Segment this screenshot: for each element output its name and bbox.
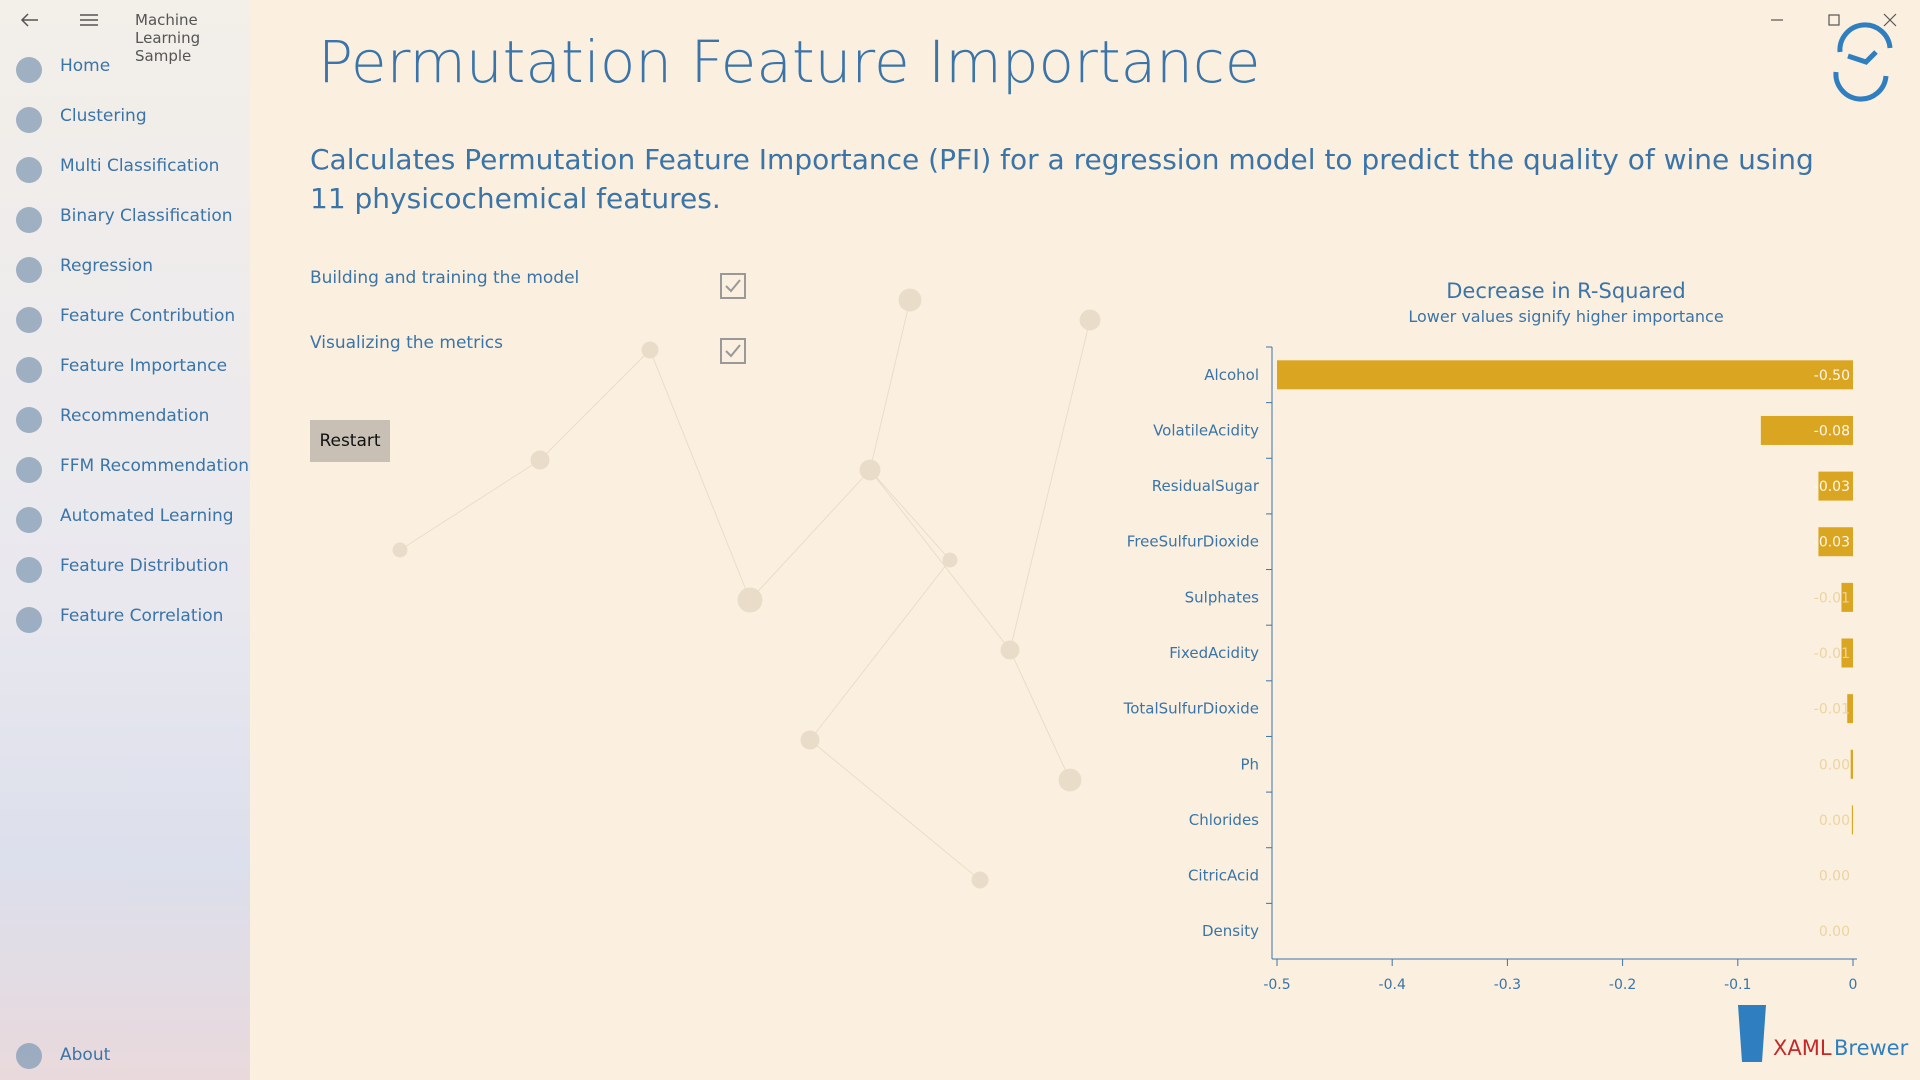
description: Calculates Permutation Feature Importanc… <box>310 143 1814 215</box>
bar <box>1851 805 1853 835</box>
x-tick-label: -0.5 <box>1263 977 1290 993</box>
bar <box>1277 360 1853 390</box>
value-label: 0.00 <box>1819 924 1850 940</box>
nav-item[interactable]: Clustering <box>60 106 147 126</box>
bar <box>1841 582 1853 612</box>
sidebar: Machine Learning Sample Home Clustering Mu… <box>0 0 250 1080</box>
value-label: -0.50 <box>1814 368 1850 384</box>
checkbox <box>720 338 746 364</box>
app-title: Machine Learning Sample <box>135 11 201 65</box>
nav-item[interactable]: Automated Learning <box>60 506 234 526</box>
value-label: -0.08 <box>1814 423 1850 439</box>
step-label: Building and training the model <box>310 268 580 288</box>
nav-item[interactable]: Feature Contribution <box>60 306 236 326</box>
value-label: 0.00 <box>1819 813 1850 829</box>
nav-item[interactable]: Feature Correlation <box>60 606 224 626</box>
y-tick-label: FreeSulfurDioxide <box>1127 533 1259 551</box>
logo-brand: XAML <box>1773 1036 1832 1060</box>
nav-item[interactable]: Binary Classification <box>60 206 233 226</box>
nav-icon <box>16 257 42 283</box>
nav-item[interactable]: Regression <box>60 256 153 276</box>
x-tick-label: 0 <box>1849 977 1858 993</box>
nav-about[interactable]: About <box>60 1045 111 1065</box>
nav-item[interactable]: FFM Recommendation <box>60 456 250 476</box>
value-label: -0.01 <box>1814 702 1850 718</box>
nav-icon <box>16 507 42 533</box>
y-tick-label: FixedAcidity <box>1169 644 1259 662</box>
y-tick-label: Alcohol <box>1204 366 1259 384</box>
y-tick-label: Density <box>1202 922 1259 940</box>
nav-item[interactable]: Feature Importance <box>60 356 228 376</box>
nav-icon <box>16 107 42 133</box>
bar <box>1847 694 1853 724</box>
value-label: -0.01 <box>1814 646 1850 662</box>
value-label: -0.03 <box>1814 479 1850 495</box>
nav-item[interactable]: Feature Distribution <box>60 556 229 576</box>
checkbox <box>720 273 746 299</box>
y-tick-label: Ph <box>1240 755 1259 773</box>
nav-icon <box>16 557 42 583</box>
bar <box>1818 471 1853 501</box>
nav-icon <box>16 457 42 483</box>
logo-icon <box>1738 1005 1766 1062</box>
nav-icon <box>16 607 42 633</box>
value-label: -0.01 <box>1814 590 1850 606</box>
network-background <box>392 288 1101 889</box>
nav-item[interactable]: Home <box>60 56 111 76</box>
y-tick-label: TotalSulfurDioxide <box>1123 700 1259 718</box>
bar <box>1841 638 1853 668</box>
title-bar-icons <box>20 13 98 27</box>
value-label: 0.00 <box>1819 757 1850 773</box>
y-tick-label: VolatileAcidity <box>1153 421 1259 439</box>
step-label: Visualizing the metrics <box>310 333 503 353</box>
nav-icon <box>16 207 42 233</box>
y-tick-label: CitricAcid <box>1188 867 1259 885</box>
value-label: 0.00 <box>1819 869 1850 885</box>
x-tick-label: -0.4 <box>1379 977 1406 993</box>
logo-name: Brewer <box>1834 1036 1909 1060</box>
nav-icon <box>16 307 42 333</box>
nav-icon <box>16 407 42 433</box>
y-tick-label: Sulphates <box>1185 588 1260 606</box>
about-icon <box>16 1043 42 1069</box>
x-tick-label: -0.1 <box>1724 977 1751 993</box>
nav-icon <box>16 157 42 183</box>
y-tick-label: Chlorides <box>1189 811 1259 829</box>
x-tick-label: -0.2 <box>1609 977 1636 993</box>
bar <box>1760 415 1853 445</box>
page-title: Permutation Feature Importance <box>318 28 1261 96</box>
window-controls <box>1771 13 1897 102</box>
value-label: -0.03 <box>1814 535 1850 551</box>
chart-title: Decrease in R-Squared <box>1446 279 1686 303</box>
x-tick-label: -0.3 <box>1494 977 1521 993</box>
nav-icon <box>16 357 42 383</box>
restart-button[interactable]: Restart <box>310 420 390 462</box>
main: Permutation Feature Importance Calculate… <box>250 0 1920 1080</box>
bar <box>1818 527 1853 557</box>
chart-subtitle: Lower values signify higher importance <box>1408 307 1723 326</box>
nav-icon <box>16 57 42 83</box>
nav-item[interactable]: Recommendation <box>60 406 210 426</box>
bar <box>1850 749 1853 779</box>
y-tick-label: ResidualSugar <box>1152 477 1260 495</box>
nav-item[interactable]: Multi Classification <box>60 156 220 176</box>
